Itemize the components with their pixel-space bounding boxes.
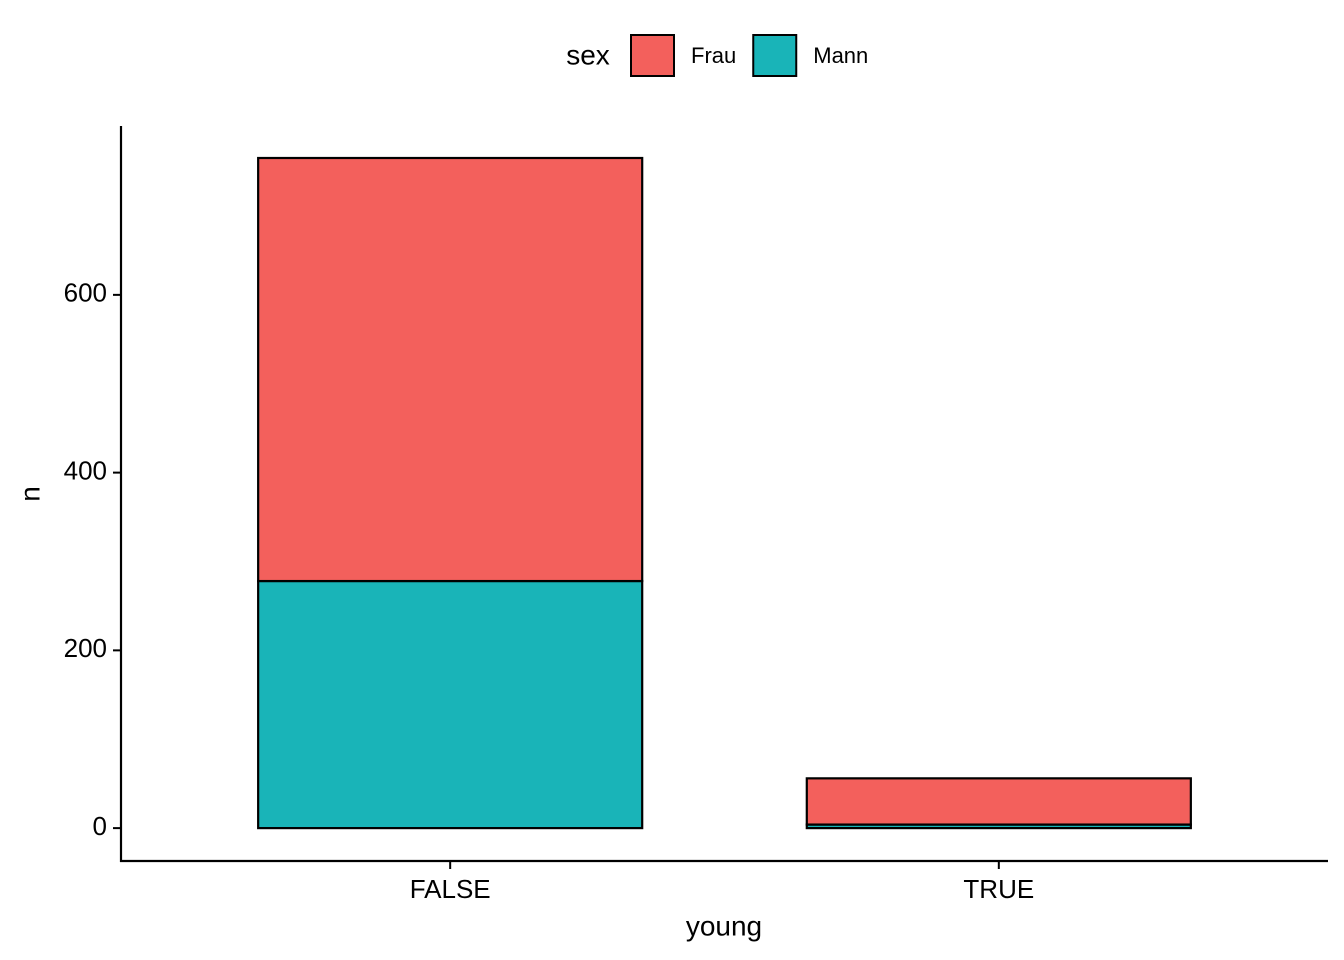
x-tick-label: FALSE (410, 874, 491, 904)
bar-segment (805, 777, 1192, 826)
y-axis-title: n (14, 486, 45, 502)
legend-title: sex (566, 39, 610, 70)
legend-label: Mann (813, 43, 868, 68)
y-tick-label: 400 (64, 455, 107, 485)
x-tick-label: TRUE (963, 874, 1034, 904)
y-tick-label: 600 (64, 278, 107, 308)
bar-segment (257, 579, 644, 830)
legend-key (752, 34, 798, 77)
x-axis-title: young (686, 910, 762, 941)
y-tick-label: 200 (64, 633, 107, 663)
bar-segment (257, 156, 644, 583)
legend-label: Frau (691, 43, 736, 68)
legend-key (630, 34, 675, 77)
y-tick-label: 0 (93, 811, 107, 841)
